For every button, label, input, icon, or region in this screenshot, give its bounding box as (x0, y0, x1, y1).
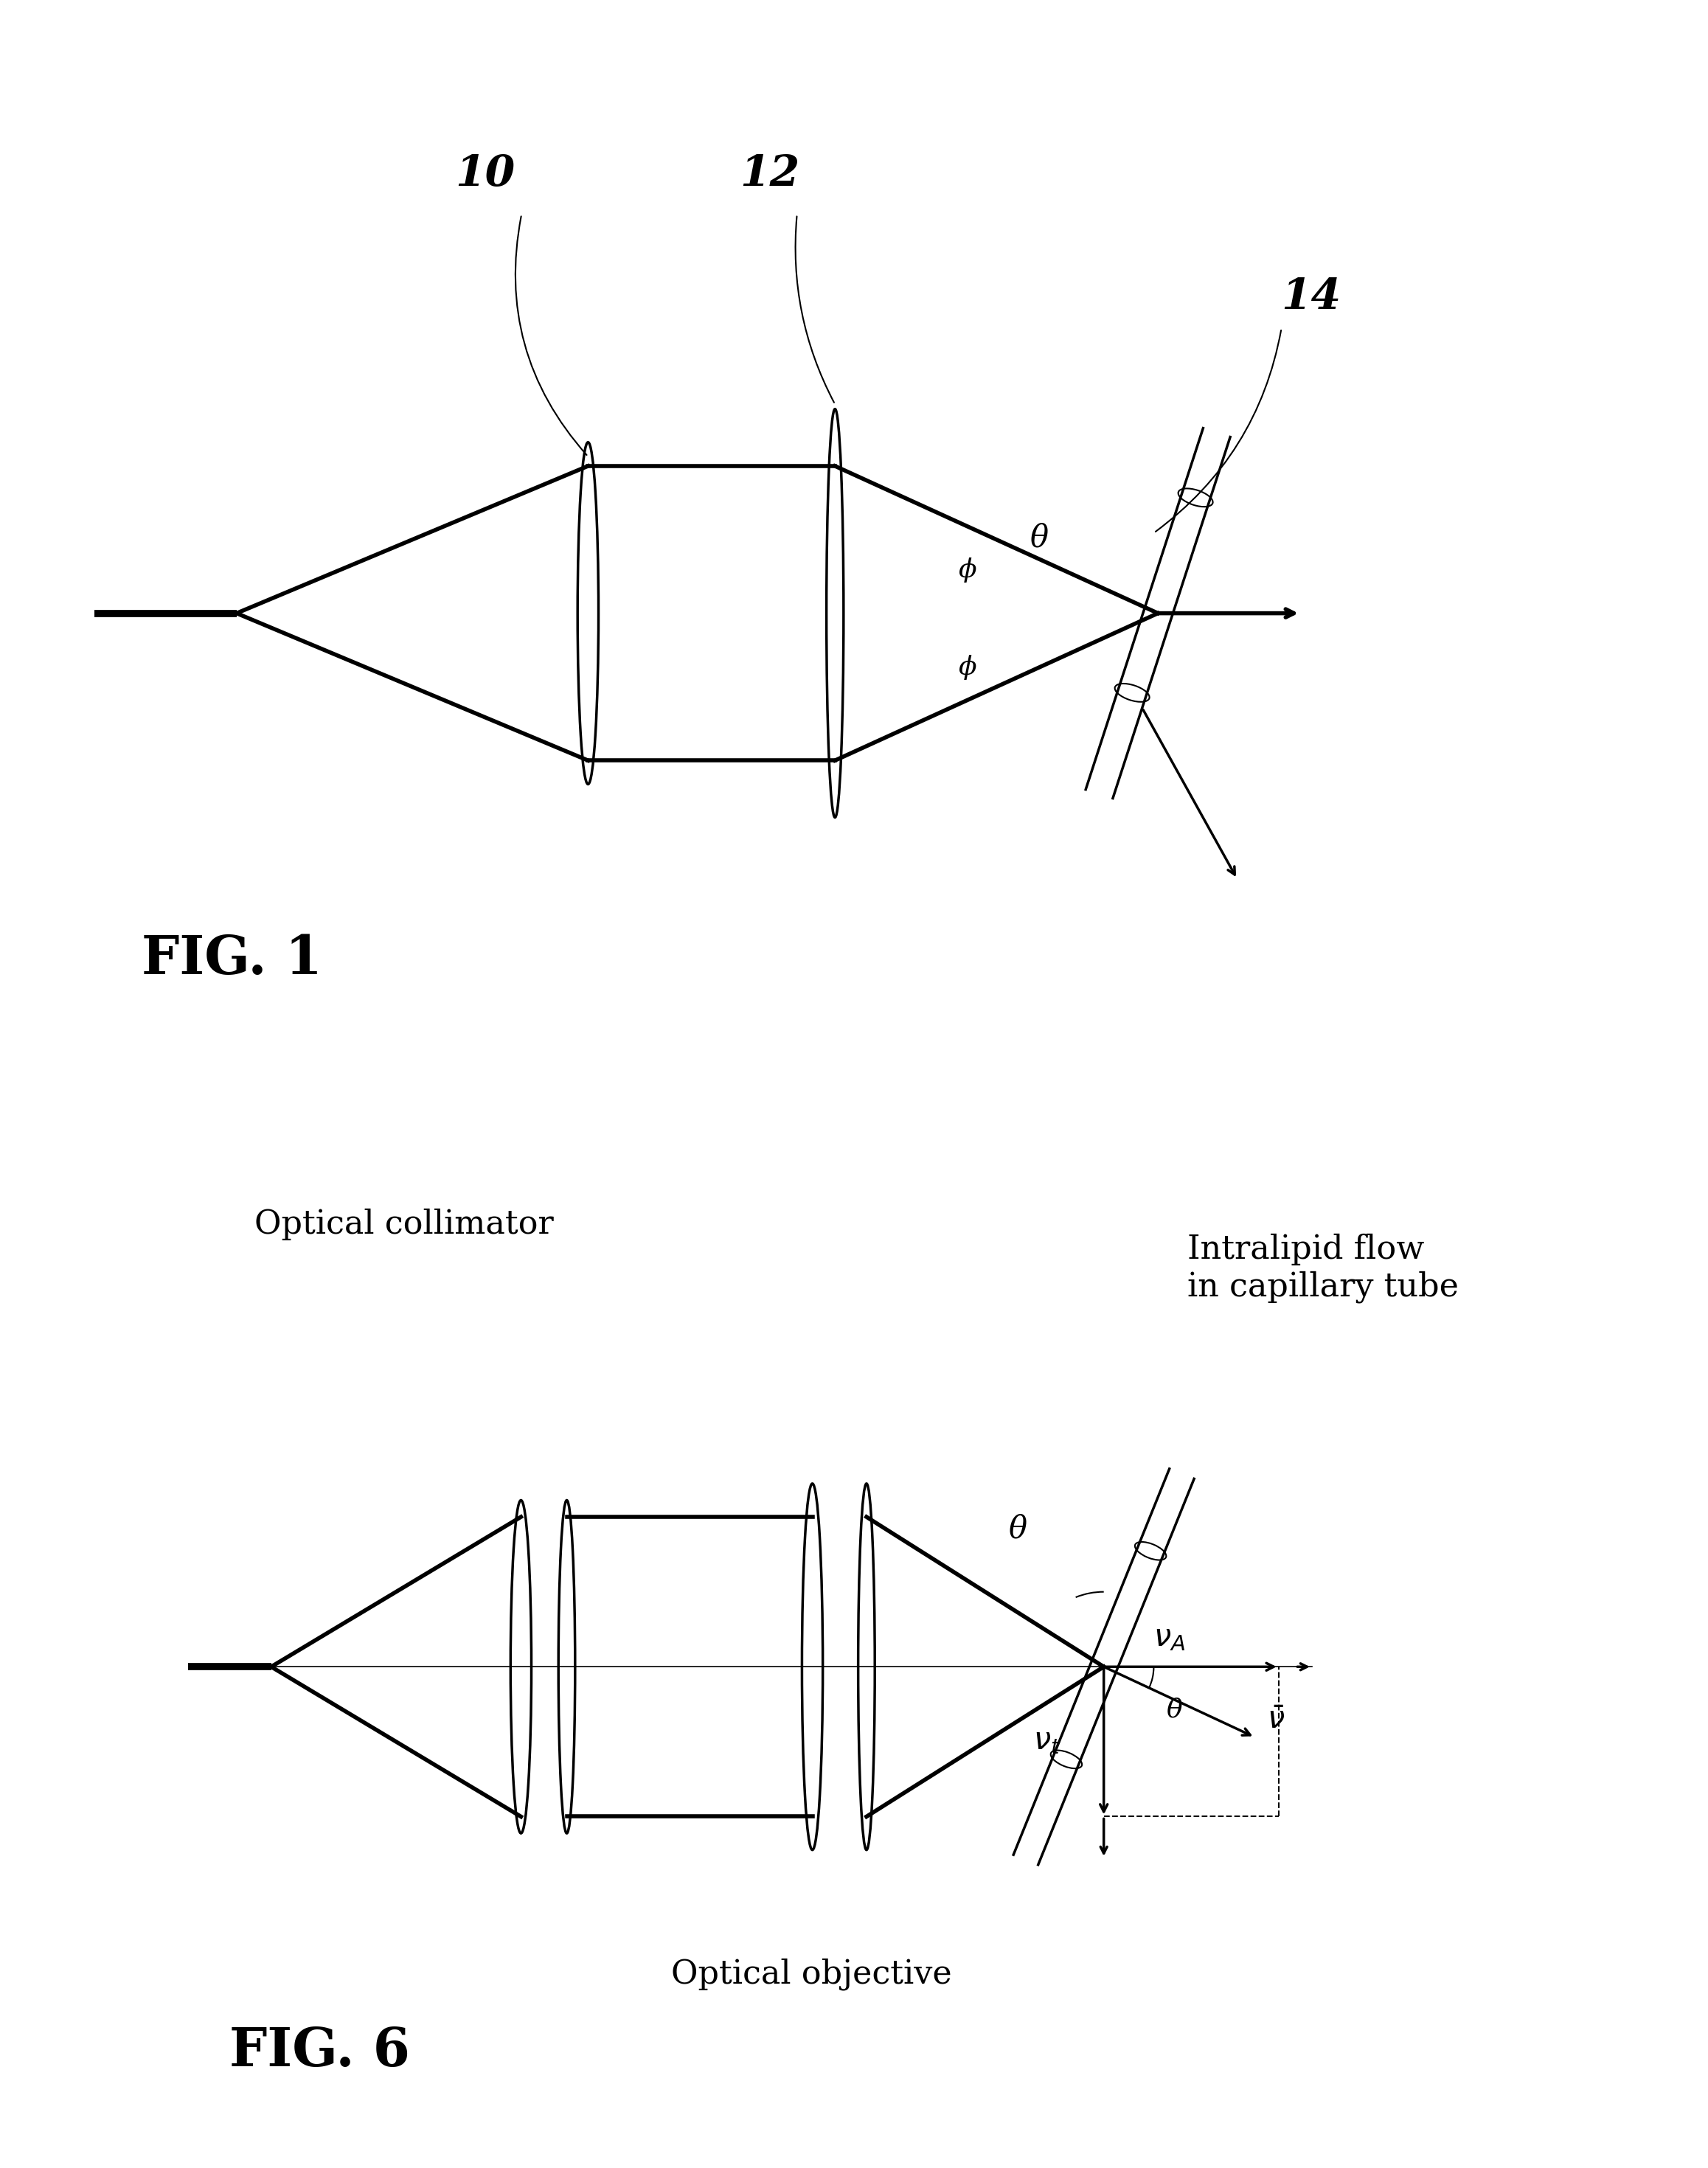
Text: $\nu_A$: $\nu_A$ (1153, 1622, 1185, 1652)
Text: ϕ: ϕ (958, 655, 977, 681)
Text: $\bar{\nu}$: $\bar{\nu}$ (1267, 1704, 1284, 1734)
Text: Optical collimator: Optical collimator (254, 1208, 553, 1240)
Text: 12: 12 (740, 154, 799, 195)
Text: θ: θ (1008, 1513, 1027, 1544)
Text: FIG. 1: FIG. 1 (142, 932, 323, 984)
Text: 14: 14 (1281, 278, 1341, 319)
Text: θ: θ (1030, 522, 1049, 553)
Text: FIG. 6: FIG. 6 (229, 2025, 410, 2077)
Text: θ: θ (1167, 1698, 1182, 1721)
Text: $\nu_t$: $\nu_t$ (1033, 1726, 1061, 1756)
Text: Intralipid flow
in capillary tube: Intralipid flow in capillary tube (1187, 1234, 1459, 1303)
Text: Optical objective: Optical objective (671, 1958, 951, 1990)
Text: ϕ: ϕ (958, 557, 977, 583)
Text: 10: 10 (454, 154, 516, 195)
